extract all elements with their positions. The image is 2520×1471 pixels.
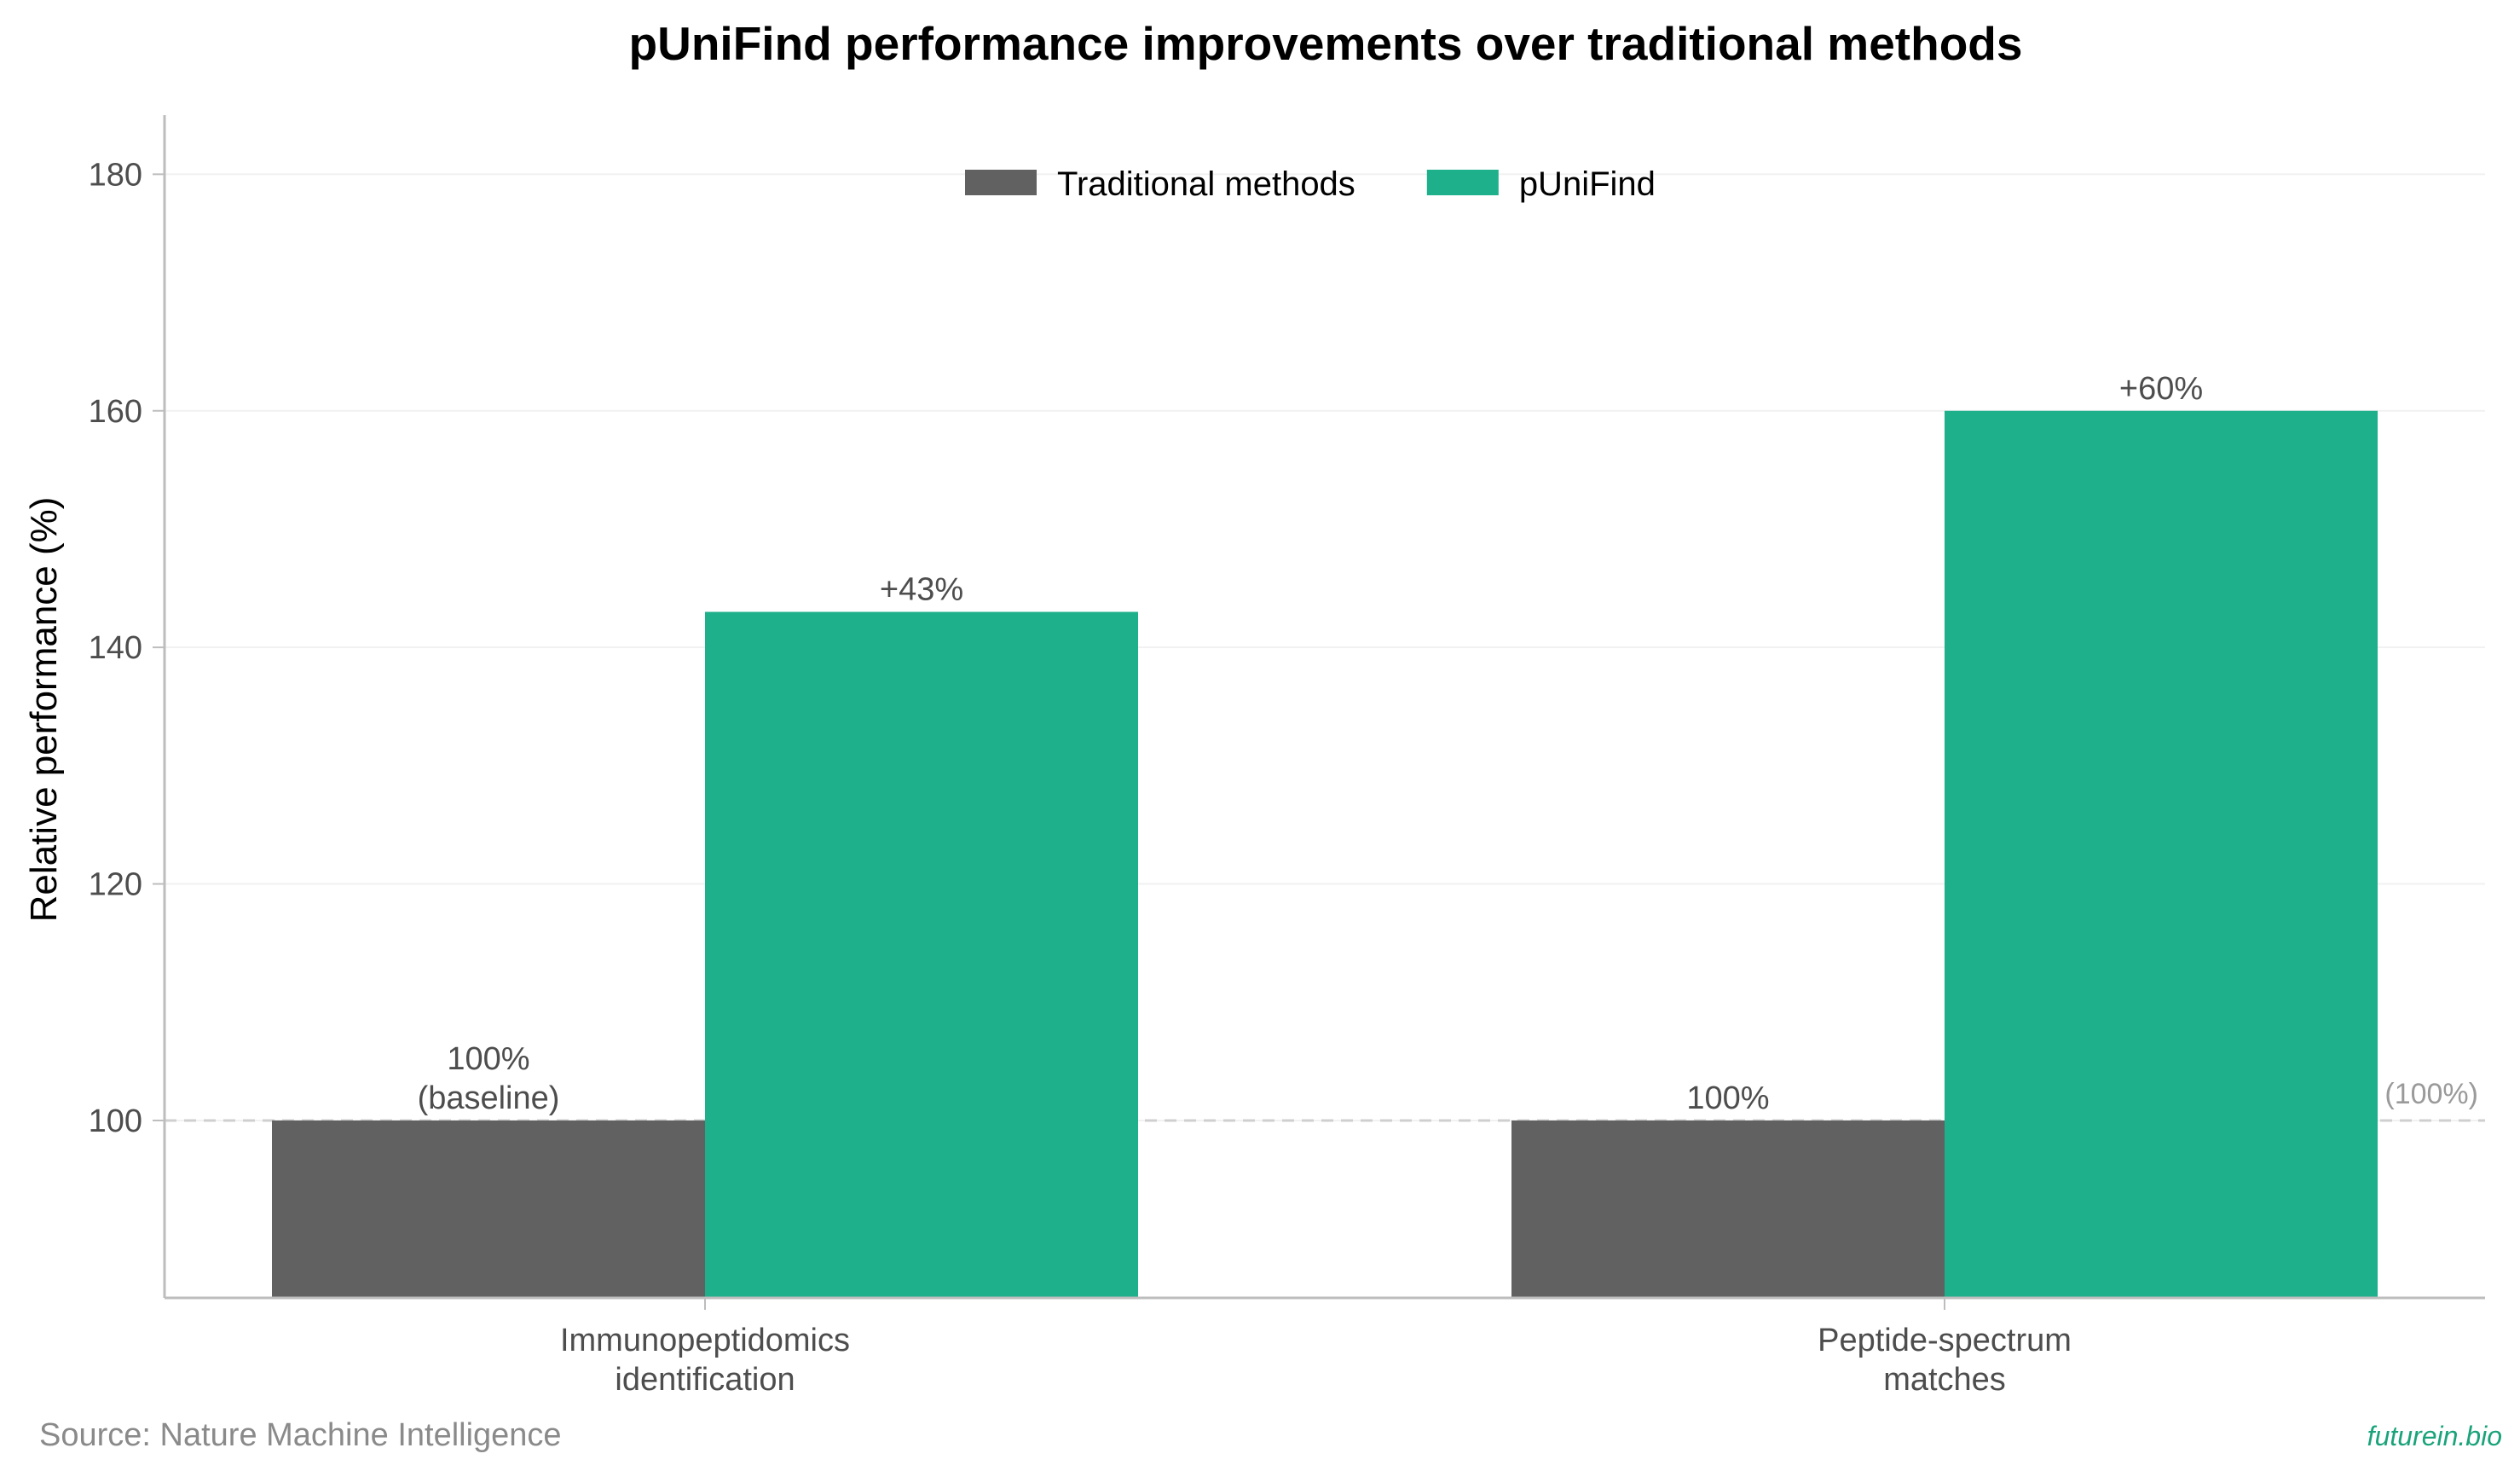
watermark: futurein.bio	[2367, 1421, 2502, 1451]
x-tick-label: matches	[1883, 1362, 2006, 1398]
bar-traditional-methods	[272, 1120, 705, 1298]
bars	[272, 410, 2378, 1298]
data-label: 100%	[1686, 1080, 1769, 1116]
data-labels: 100%(baseline) 100%+43%+60%	[418, 371, 2204, 1116]
data-label: +60%	[2119, 371, 2203, 407]
y-tick-label: 160	[89, 394, 142, 430]
chart-title: pUniFind performance improvements over t…	[629, 17, 2023, 70]
legend-swatch	[965, 170, 1037, 195]
x-tick-label: identification	[615, 1362, 795, 1398]
y-axis-label: Relative performance (%)	[23, 497, 65, 923]
data-label: +43%	[880, 572, 963, 608]
source-note: Source: Nature Machine Intelligence	[39, 1417, 562, 1453]
y-tick-label: 120	[89, 867, 142, 903]
bar-punifind	[1945, 410, 2378, 1298]
y-tick-label: 180	[89, 157, 142, 193]
data-label: 100%	[447, 1041, 529, 1077]
legend: Traditional methods pUniFind	[965, 165, 1656, 203]
bar-traditional-methods	[1511, 1120, 1945, 1298]
y-tick-label: 140	[89, 630, 142, 666]
legend-label: pUniFind	[1519, 165, 1656, 203]
y-tick-label: 100	[89, 1103, 142, 1139]
x-tick-label: Immunopeptidomics	[560, 1323, 850, 1358]
legend-label: Traditional methods	[1057, 165, 1355, 203]
legend-swatch	[1426, 170, 1499, 195]
bar-punifind	[705, 611, 1138, 1298]
data-label: (baseline)	[418, 1080, 560, 1116]
axes: 100 120 140 160 180 Immunopeptidomics identifi…	[89, 115, 2485, 1398]
x-tick-label: Peptide-spectrum	[1818, 1323, 2072, 1358]
